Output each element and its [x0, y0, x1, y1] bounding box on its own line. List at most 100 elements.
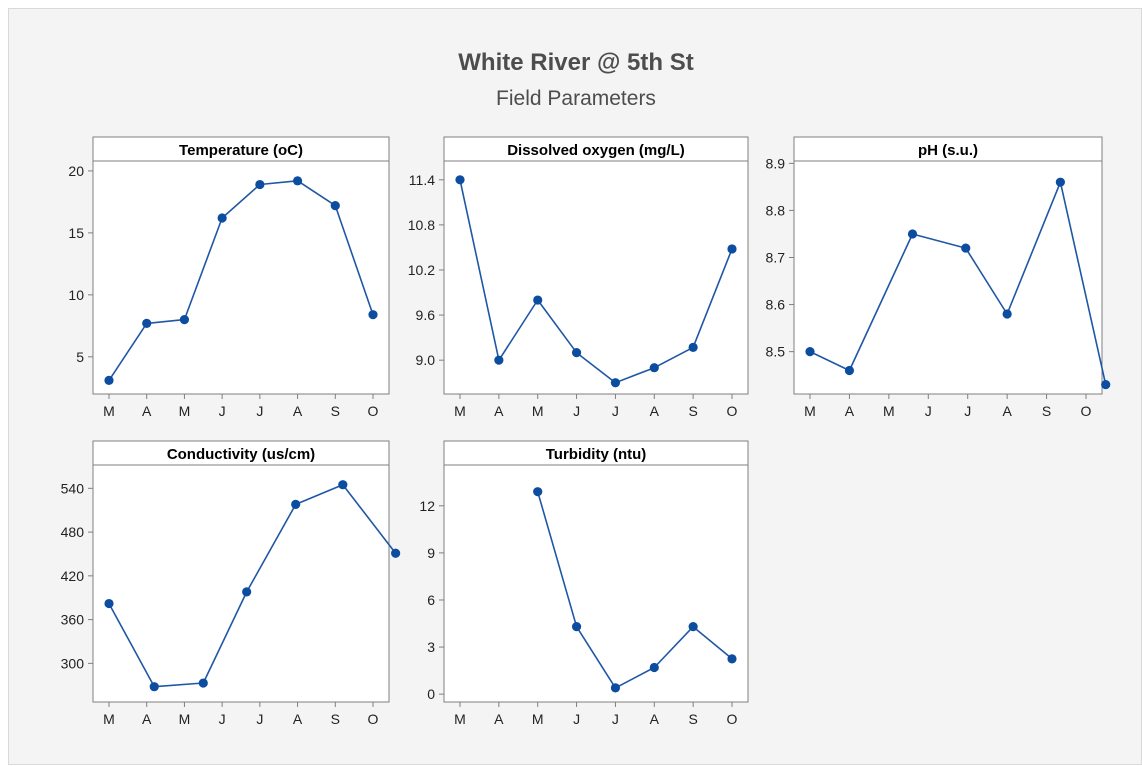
data-point: [688, 622, 698, 632]
data-point: [571, 348, 582, 358]
y-tick-label: 15: [68, 225, 84, 241]
y-tick-label: 10: [68, 287, 84, 303]
data-point: [368, 310, 378, 320]
data-point: [610, 683, 621, 693]
data-point: [217, 213, 227, 223]
x-tick-label: A: [1002, 403, 1012, 419]
panel-title: pH (s.u.): [918, 142, 978, 159]
data-point: [338, 480, 348, 490]
data-point: [688, 342, 698, 352]
x-tick-label: J: [964, 403, 971, 419]
data-point: [291, 499, 301, 509]
x-tick-label: M: [103, 403, 115, 419]
y-tick-label: 9: [427, 545, 435, 561]
data-point: [1101, 379, 1111, 390]
x-tick-label: M: [103, 711, 115, 727]
data-point: [533, 487, 543, 497]
x-tick-label: M: [179, 403, 191, 419]
data-point: [149, 682, 159, 692]
panel-title: Conductivity (us/cm): [167, 446, 315, 463]
data-point: [179, 315, 190, 325]
panel-frame: [793, 136, 1103, 395]
data-point: [455, 175, 465, 185]
x-tick-label: S: [1042, 403, 1051, 419]
data-point: [292, 176, 303, 186]
y-tick-label: 9.0: [416, 352, 436, 368]
chart-subtitle: Field Parameters: [496, 87, 656, 110]
panel-strip: [443, 440, 749, 466]
data-point: [649, 363, 659, 373]
panel-4: Conductivity (us/cm) M A M J J A S O 300 360 420 480…: [61, 440, 401, 727]
x-tick-label: A: [845, 403, 855, 419]
y-tick-label: 480: [61, 524, 85, 540]
data-point: [844, 365, 855, 376]
x-tick-label: O: [368, 711, 379, 727]
x-tick-label: M: [454, 711, 466, 727]
x-tick-label: J: [256, 711, 263, 727]
y-tick-label: 0: [427, 686, 435, 702]
x-tick-label: O: [1081, 403, 1092, 419]
data-point: [610, 378, 621, 388]
x-tick-label: A: [293, 711, 303, 727]
x-tick-label: S: [331, 403, 340, 419]
panel-title: Turbidity (ntu): [546, 446, 647, 463]
x-tick-label: M: [532, 403, 544, 419]
x-tick-label: O: [727, 403, 738, 419]
data-point: [533, 295, 543, 305]
y-tick-label: 360: [61, 612, 85, 628]
data-point: [571, 622, 582, 632]
x-tick-label: J: [573, 403, 580, 419]
data-point: [255, 179, 265, 190]
panels-layer: Temperature (oC) M A M J J A S O 5 10 15 20 Dissolved…: [61, 136, 1111, 727]
data-point: [104, 375, 114, 385]
x-tick-label: A: [494, 711, 504, 727]
data-point: [727, 244, 737, 254]
figure: White River @ 5th St Field Parameters Te…: [8, 8, 1142, 765]
y-tick-label: 540: [61, 480, 85, 496]
panel-strip: [793, 136, 1103, 162]
data-point: [727, 654, 737, 664]
y-tick-label: 9.6: [416, 307, 436, 323]
x-tick-label: O: [368, 403, 379, 419]
data-point: [198, 678, 208, 688]
panel-strip: [443, 136, 749, 162]
data-point: [494, 355, 504, 365]
y-tick-label: 8.8: [766, 202, 786, 218]
y-tick-label: 11.4: [409, 172, 435, 188]
x-tick-label: J: [612, 403, 619, 419]
data-point: [805, 347, 815, 357]
panel-frame: [92, 136, 390, 395]
data-point: [391, 548, 401, 558]
y-tick-label: 8.9: [766, 155, 786, 171]
chart-panel-grid: White River @ 5th St Field Parameters Te…: [61, 49, 1111, 727]
panel-strip: [92, 440, 390, 466]
data-point: [961, 243, 971, 253]
x-tick-label: M: [454, 403, 466, 419]
panel-title: Dissolved oxygen (mg/L): [507, 142, 685, 159]
series-line: [108, 180, 374, 381]
x-tick-label: A: [494, 403, 504, 419]
y-tick-label: 8.5: [766, 344, 786, 360]
panel-5: Turbidity (ntu) M A M J J A S O 0 3 6 9 12: [419, 440, 749, 727]
y-tick-label: 12: [419, 498, 435, 514]
y-tick-label: 3: [427, 639, 435, 655]
x-tick-label: J: [219, 711, 226, 727]
y-tick-label: 10.2: [408, 262, 435, 278]
x-tick-label: A: [142, 711, 152, 727]
y-tick-label: 5: [76, 349, 84, 365]
data-point: [1002, 309, 1012, 319]
y-tick-label: 420: [61, 568, 85, 584]
y-tick-label: 8.6: [766, 297, 786, 313]
series-line: [459, 179, 733, 384]
x-tick-label: J: [256, 403, 263, 419]
chart-title: White River @ 5th St: [458, 49, 693, 76]
x-tick-label: A: [650, 403, 660, 419]
y-tick-label: 10.8: [408, 217, 435, 233]
x-tick-label: M: [179, 711, 191, 727]
panel-1: Temperature (oC) M A M J J A S O 5 10 15 20: [68, 136, 390, 419]
panel-title: Temperature (oC): [179, 142, 303, 159]
y-tick-label: 20: [68, 163, 84, 179]
panel-strip: [92, 136, 390, 162]
data-point: [142, 318, 152, 328]
x-tick-label: J: [219, 403, 226, 419]
